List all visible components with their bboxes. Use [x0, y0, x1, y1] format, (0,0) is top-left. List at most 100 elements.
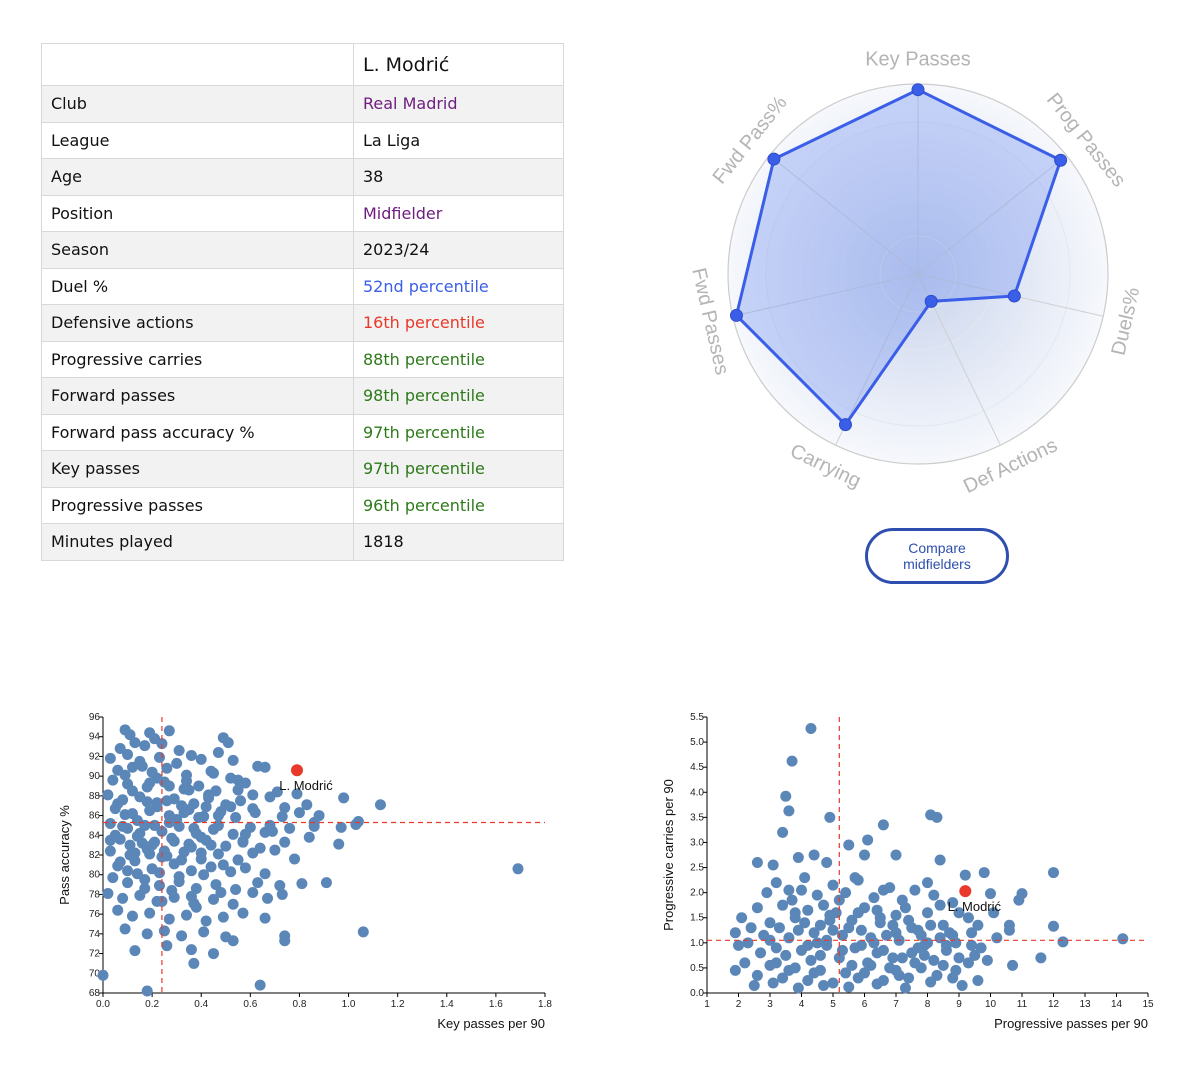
stat-label: Forward pass accuracy % [41, 413, 354, 451]
stat-label: Defensive actions [41, 304, 354, 342]
stat-value: La Liga [353, 121, 564, 159]
radar-point [838, 418, 852, 432]
x-tick-label: 4 [799, 999, 805, 1010]
x-tick-label: 1.8 [538, 999, 552, 1010]
scatter-point [146, 839, 158, 851]
scatter-point [805, 954, 817, 966]
scatter-point [836, 929, 848, 941]
scatter-point [512, 863, 524, 875]
scatter-point [239, 777, 251, 789]
scatter-point [129, 855, 141, 867]
scatter-point [783, 884, 795, 896]
scatter-point [180, 775, 192, 787]
scatter-point [868, 937, 880, 949]
table-row: Age 38 [41, 158, 564, 196]
scatter-point [799, 917, 811, 929]
scatter-point [104, 817, 116, 829]
x-tick-label: 5 [830, 999, 836, 1010]
radar-point [1007, 289, 1021, 303]
scatter-point [276, 811, 288, 823]
y-tick-label: 94 [89, 732, 101, 743]
scatter-point [729, 927, 741, 939]
scatter-point [786, 755, 798, 767]
scatter-point [252, 877, 264, 889]
scatter-point [808, 927, 820, 939]
scatter-point [862, 834, 874, 846]
scatter-point [1003, 924, 1015, 936]
scatter-point [222, 737, 234, 749]
y-tick-label: 90 [89, 771, 101, 782]
x-axis-label: Progressive passes per 90 [994, 1016, 1148, 1031]
scatter-point [1048, 867, 1059, 879]
scatter-point [227, 898, 239, 910]
scatter-point [824, 811, 836, 823]
scatter-point [220, 840, 232, 852]
x-tick-label: 1.6 [489, 999, 503, 1010]
scatter-point [139, 874, 151, 886]
radar-point [729, 308, 743, 322]
scatter-point [843, 981, 855, 993]
scatter-point [198, 926, 210, 938]
y-tick-label: 72 [89, 949, 101, 960]
scatter-point [925, 919, 937, 931]
scatter-point [884, 962, 896, 974]
scatter-point [104, 834, 116, 846]
table-row: Forward pass accuracy % 97th percentile [41, 413, 564, 451]
scatter-point [230, 812, 242, 824]
scatter-point [969, 949, 981, 961]
scatter-point [855, 939, 867, 951]
x-tick-label: 0.0 [96, 999, 110, 1010]
scatter-point [188, 822, 200, 834]
y-tick-label: 4.0 [690, 787, 704, 798]
scatter-point [131, 868, 143, 880]
stat-value: 2023/24 [353, 231, 564, 269]
scatter-point [225, 866, 237, 878]
scatter-point [144, 777, 156, 789]
scatter-point [114, 743, 126, 755]
scatter-point [208, 893, 219, 905]
table-row: Season 2023/24 [41, 231, 564, 269]
stat-label: League [41, 121, 354, 159]
player-stats-table: L. Modrić Club Real Madrid League La Liga Ag… [41, 43, 564, 561]
scatter-point [947, 929, 959, 941]
y-tick-label: 5.5 [690, 712, 704, 723]
radar-spoke [917, 155, 1067, 275]
scatter-point [934, 899, 946, 911]
scatter-point [158, 925, 170, 937]
stat-value: Real Madrid [353, 85, 564, 123]
scatter-point [922, 907, 933, 919]
x-tick-label: 15 [1142, 999, 1154, 1010]
x-tick-label: 8 [925, 999, 931, 1010]
stat-value: 1818 [353, 523, 564, 561]
scatter-point [918, 949, 930, 961]
scatter-point [909, 884, 921, 896]
scatter-point [792, 924, 804, 936]
scatter-key-passes-vs-pass-accuracy: 0.0 0.2 0.4 0.6 0.8 1.0 1.2 1.4 1.6 1.8 68 70 72 74 76… [57, 712, 552, 1031]
scatter-point [200, 915, 212, 927]
scatter-point [168, 835, 180, 847]
scatter-point [102, 887, 114, 899]
scatter-point [247, 803, 259, 815]
table-row: Defensive actions 16th percentile [41, 304, 564, 342]
scatter-point [767, 977, 779, 989]
scatter-point [827, 879, 839, 891]
scatter-point [887, 952, 899, 964]
scatter-point [937, 959, 949, 971]
table-row: Progressive carries 88th percentile [41, 340, 564, 378]
scatter-point [846, 959, 858, 971]
scatter-point [102, 789, 114, 801]
scatter-point [173, 745, 185, 757]
scatter-point [899, 902, 911, 914]
scatter-point [134, 827, 146, 839]
scatter-point [739, 957, 751, 969]
stat-value: Midfielder [353, 194, 564, 232]
scatter-point [802, 939, 814, 951]
scatter-point [117, 892, 129, 904]
scatter-point [975, 942, 987, 954]
scatter-point [843, 922, 855, 934]
scatter-point [227, 828, 239, 840]
compare-midfielders-button[interactable]: Compare midfielders [865, 528, 1009, 584]
stat-value: 52nd percentile [353, 267, 564, 305]
stat-label: Minutes played [41, 523, 354, 561]
